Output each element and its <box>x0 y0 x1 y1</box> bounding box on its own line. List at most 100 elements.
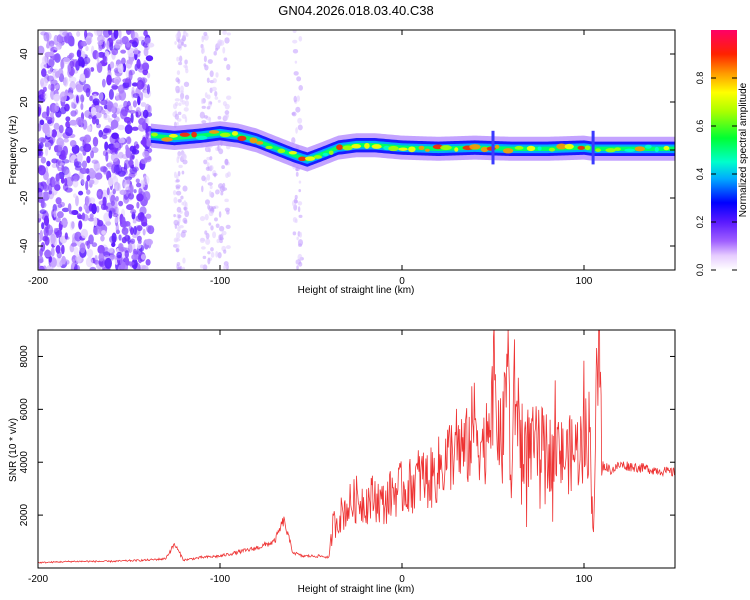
noise-blob <box>204 199 211 205</box>
noise-blob <box>131 86 135 95</box>
ridge-hotspot <box>328 150 334 155</box>
noise-blob <box>57 166 63 172</box>
noise-blob <box>223 265 226 270</box>
colorbar-ticks: 0.0 0.2 0.4 0.6 0.8 <box>695 72 737 276</box>
noise-blob <box>111 132 119 140</box>
noise-blob <box>56 34 64 43</box>
spectrogram-y-label: Frequency (Hz) <box>8 116 19 185</box>
noise-blob <box>295 127 298 134</box>
noise-blob <box>133 225 138 235</box>
noise-blob <box>93 216 98 227</box>
ridge-hotspot <box>494 144 500 149</box>
noise-blob <box>209 156 213 161</box>
ridge-hotspot <box>313 155 323 159</box>
noise-blob <box>141 180 146 188</box>
noise-blob <box>174 243 180 249</box>
noise-blob <box>38 165 46 176</box>
noise-blob <box>175 184 181 189</box>
noise-blob <box>136 235 142 242</box>
noise-blob <box>98 45 103 51</box>
noise-blob <box>53 46 60 51</box>
noise-blob <box>176 70 181 76</box>
noise-blob <box>55 257 63 268</box>
noise-blob <box>121 227 129 236</box>
ridge-hotspot <box>364 142 370 149</box>
noise-blob <box>124 124 133 135</box>
x-tick-label: 100 <box>576 276 593 287</box>
noise-blob <box>113 181 120 192</box>
noise-blob <box>295 106 301 113</box>
ridge-hotspot <box>249 137 258 144</box>
noise-blob <box>224 37 230 44</box>
noise-blob <box>133 248 137 254</box>
noise-blob <box>139 206 147 215</box>
noise-blob <box>296 236 299 241</box>
x-tick-label: 100 <box>576 574 593 585</box>
noise-blob <box>136 193 144 202</box>
noise-blob <box>93 226 99 236</box>
noise-blob <box>145 137 153 147</box>
noise-blob <box>38 191 44 199</box>
ridge-hotspot <box>265 145 273 150</box>
ridge-hotspot <box>584 145 591 151</box>
noise-blob <box>52 54 60 61</box>
noise-blob <box>86 240 91 250</box>
noise-blob <box>69 80 76 91</box>
noise-blob <box>38 142 44 149</box>
ridge-hotspot <box>322 152 329 156</box>
noise-blob <box>85 35 93 45</box>
noise-blob <box>83 134 92 143</box>
y-tick-label: 4000 <box>19 451 30 474</box>
noise-blob <box>84 67 91 79</box>
noise-blob <box>298 231 303 238</box>
noise-blob <box>110 200 115 207</box>
noise-blob <box>179 90 184 94</box>
noise-blob <box>51 129 57 138</box>
noise-blob <box>212 172 218 177</box>
noise-blob <box>226 64 231 71</box>
noise-blob <box>105 171 109 177</box>
noise-blob <box>298 261 303 267</box>
noise-blob <box>60 220 69 226</box>
noise-blob <box>201 185 204 193</box>
noise-blob <box>223 249 227 254</box>
noise-blob <box>86 174 91 182</box>
noise-blob <box>109 61 115 69</box>
noise-blob <box>74 161 82 169</box>
noise-blob <box>145 213 152 219</box>
noise-blob <box>78 206 83 212</box>
noise-blob <box>39 119 45 126</box>
x-tick-label: -200 <box>28 276 48 287</box>
noise-blob <box>184 100 190 107</box>
noise-blob <box>223 114 229 121</box>
noise-blob <box>220 191 224 196</box>
noise-blob <box>103 114 110 121</box>
noise-blob <box>201 35 206 40</box>
noise-blob <box>142 228 146 236</box>
noise-blob <box>292 231 297 236</box>
noise-blob <box>132 219 137 224</box>
noise-blob <box>89 168 94 173</box>
noise-blob <box>113 255 118 260</box>
noise-blob <box>180 92 185 100</box>
noise-blob <box>57 203 63 209</box>
noise-blob <box>226 95 232 100</box>
noise-blob <box>121 236 127 244</box>
noise-blob <box>209 70 214 78</box>
noise-blob <box>142 150 150 158</box>
noise-blob <box>80 174 85 186</box>
noise-blob <box>100 235 105 242</box>
noise-blob <box>70 175 78 181</box>
noise-blob <box>55 217 61 223</box>
ridge-hotspot <box>469 144 481 150</box>
noise-blob <box>76 84 84 93</box>
noise-blob <box>91 242 98 248</box>
noise-blob <box>215 250 219 258</box>
noise-blob <box>61 207 70 213</box>
noise-blob <box>128 159 134 166</box>
noise-blob <box>55 173 60 182</box>
noise-blob <box>181 41 185 46</box>
ridge-hotspot <box>256 141 264 145</box>
noise-blob <box>146 84 151 95</box>
ridge-hotspot <box>454 147 459 152</box>
